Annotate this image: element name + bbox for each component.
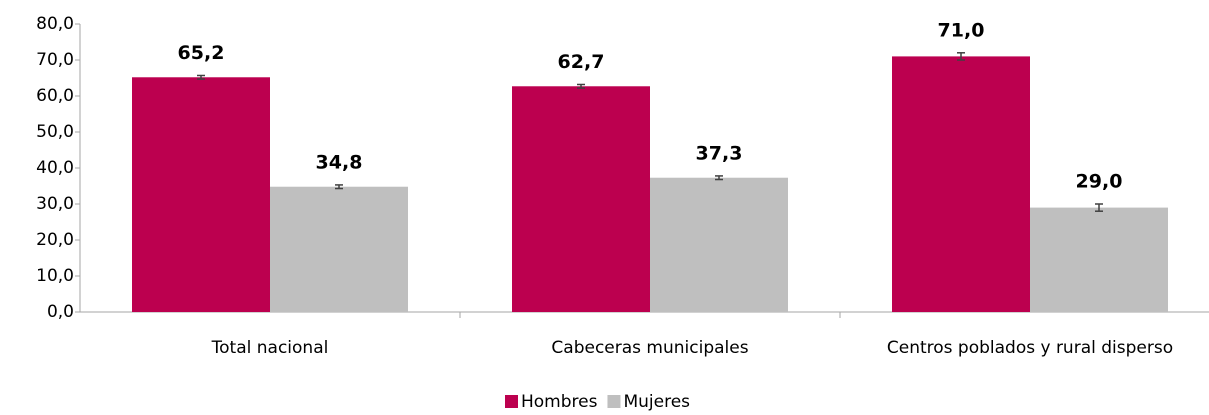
x-tick-label: Total nacional bbox=[211, 338, 329, 358]
value-label: 29,0 bbox=[1076, 171, 1123, 193]
y-tick-label: 30,0 bbox=[36, 194, 74, 214]
error-bar bbox=[577, 83, 585, 89]
y-tick-label: 20,0 bbox=[36, 230, 74, 250]
bar bbox=[270, 186, 408, 312]
error-bar bbox=[197, 74, 205, 80]
y-tick-label: 10,0 bbox=[36, 266, 74, 286]
bar bbox=[650, 177, 788, 312]
legend-label: Mujeres bbox=[623, 392, 690, 412]
legend-label: Hombres bbox=[521, 392, 598, 412]
error-bar bbox=[1095, 203, 1103, 212]
y-tick-label: 60,0 bbox=[36, 86, 74, 106]
x-tick-label: Centros poblados y rural disperso bbox=[887, 338, 1173, 358]
value-label: 34,8 bbox=[316, 151, 363, 173]
bar bbox=[1030, 207, 1168, 312]
y-tick-label: 70,0 bbox=[36, 50, 74, 70]
y-tick-label: 0,0 bbox=[47, 302, 74, 322]
y-tick-label: 40,0 bbox=[36, 158, 74, 178]
bar bbox=[512, 86, 650, 312]
value-label: 71,0 bbox=[938, 19, 985, 41]
x-tick-label: Cabeceras municipales bbox=[551, 338, 748, 358]
value-label: 37,3 bbox=[696, 142, 743, 164]
value-label: 62,7 bbox=[558, 51, 605, 73]
y-tick-label: 80,0 bbox=[36, 14, 74, 34]
error-bar bbox=[335, 184, 343, 190]
error-bar bbox=[957, 52, 965, 61]
legend-swatch bbox=[505, 395, 518, 408]
error-bar bbox=[715, 175, 723, 181]
value-label: 65,2 bbox=[178, 42, 225, 64]
bar bbox=[132, 77, 270, 312]
y-tick-label: 50,0 bbox=[36, 122, 74, 142]
bar bbox=[892, 56, 1030, 313]
legend-swatch bbox=[607, 395, 621, 408]
